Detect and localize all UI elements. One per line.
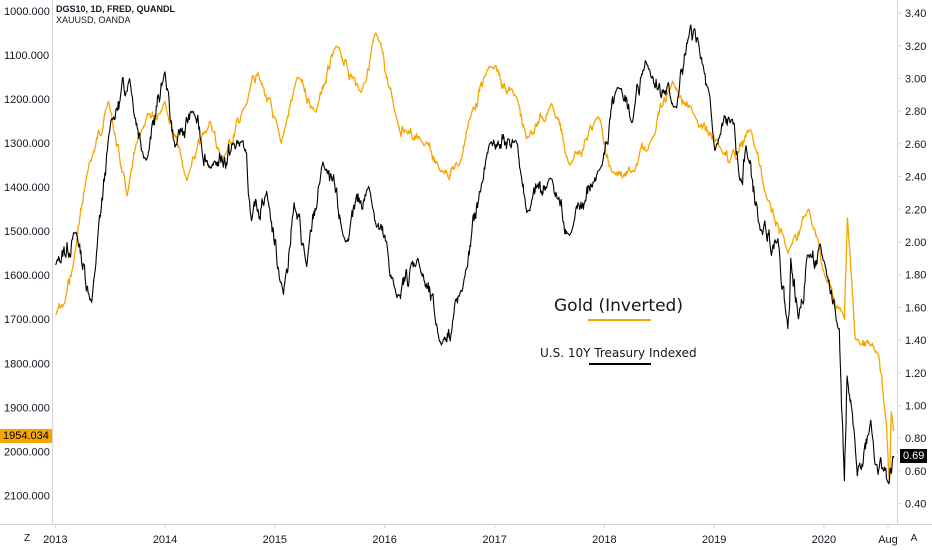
left-price-badge: 1954.034	[0, 429, 52, 443]
right-tick-label: 2.00	[905, 237, 926, 249]
log-scale-toggle-button[interactable]: Z	[23, 533, 31, 544]
secondary-symbol-label[interactable]: XAUUSD, OANDA	[56, 15, 131, 25]
time-scale[interactable]: 2013 2014 2015 2016 2017 2018 2019 2020 Aug	[43, 524, 898, 546]
primary-symbol-label[interactable]: DGS10, 1D, FRED, QUANDL	[56, 4, 176, 14]
series-line-xauusd	[55, 32, 895, 483]
right-tick-label: 2.60	[905, 139, 926, 151]
gold-annotation: Gold (Inverted)	[554, 296, 683, 316]
right-tick-label: 0.40	[905, 499, 926, 511]
x-tick-label: 2020	[812, 534, 836, 546]
left-tick-label: 1500.000	[4, 226, 50, 238]
right-tick-label: 3.20	[905, 41, 926, 53]
right-tick-label: 0.60	[905, 466, 926, 478]
x-tick-label: Aug	[878, 534, 898, 546]
right-tick-label: 0.80	[905, 433, 926, 445]
right-tick-label: 3.00	[905, 73, 926, 85]
left-tick-label: 1700.000	[4, 314, 50, 326]
treasury-annotation: U.S. 10Y Treasury Indexed	[540, 346, 697, 360]
right-tick-label: 1.80	[905, 270, 926, 282]
right-tick-label: 1.00	[905, 400, 926, 412]
right-yield-badge: 0.69	[900, 449, 928, 463]
x-tick-label: 2013	[43, 534, 67, 546]
x-tick-label: 2015	[263, 534, 287, 546]
left-price-scale[interactable]: 1000.000 1100.000 1200.000 1300.000 1400.000…	[4, 6, 50, 502]
right-yield-scale[interactable]: 3.40 3.20 3.00 2.80 2.60 2.40 2.20 2.00 1.80 1.60…	[897, 8, 926, 511]
left-tick-label: 1600.000	[4, 270, 50, 282]
plot-area[interactable]	[55, 24, 895, 485]
right-tick-label: 2.80	[905, 106, 926, 118]
left-tick-label: 1300.000	[4, 138, 50, 150]
right-tick-label: 1.20	[905, 368, 926, 380]
left-tick-label: 1900.000	[4, 402, 50, 414]
left-tick-label: 2000.000	[4, 446, 50, 458]
series-line-dgs10	[55, 24, 895, 485]
x-tick-label: 2019	[702, 534, 726, 546]
auto-scale-toggle-button[interactable]: A	[910, 533, 918, 544]
left-tick-label: 1200.000	[4, 94, 50, 106]
right-tick-label: 3.40	[905, 8, 926, 20]
left-tick-label: 1100.000	[4, 50, 49, 62]
x-tick-label: 2014	[153, 534, 177, 546]
x-tick-label: 2018	[592, 534, 616, 546]
left-tick-label: 1400.000	[4, 182, 50, 194]
left-tick-label: 2100.000	[4, 490, 50, 502]
x-tick-label: 2017	[482, 534, 506, 546]
left-tick-label: 1800.000	[4, 358, 50, 370]
right-tick-label: 2.20	[905, 204, 926, 216]
right-tick-label: 2.40	[905, 172, 926, 184]
left-tick-label: 1000.000	[4, 6, 50, 18]
right-tick-label: 1.40	[905, 335, 926, 347]
right-tick-label: 1.60	[905, 302, 926, 314]
x-tick-label: 2016	[372, 534, 396, 546]
